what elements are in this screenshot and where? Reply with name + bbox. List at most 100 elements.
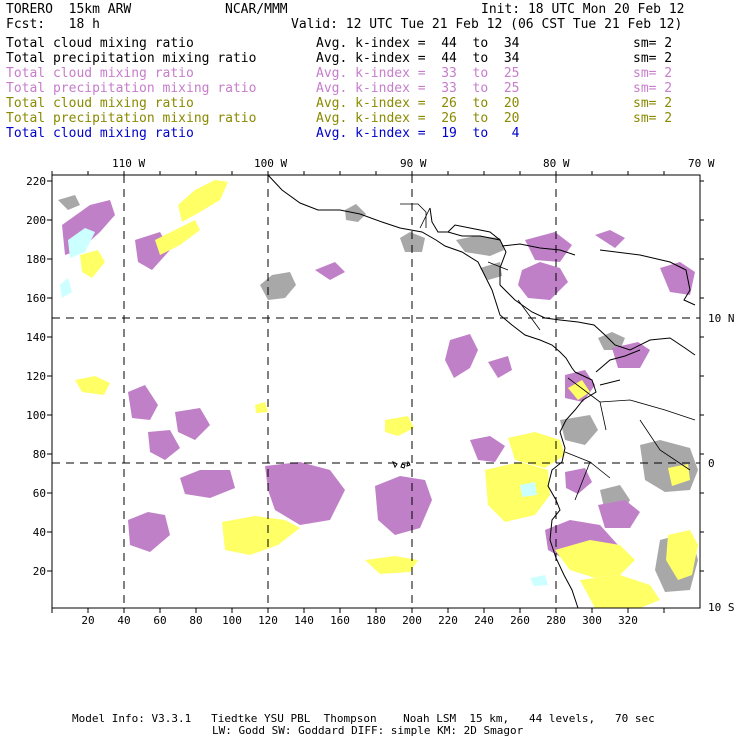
x-tick-label: 160: [330, 614, 350, 627]
x-tick-label: 60: [153, 614, 166, 627]
cloud-blob-gray: [456, 236, 504, 256]
y-tick-label: 120: [26, 370, 46, 383]
y-tick-label: 100: [26, 409, 46, 422]
cloud-blob-yellow: [365, 556, 418, 574]
cloud-blob-purple: [470, 436, 505, 462]
legend-row: Total precipitation mixing ratio Avg. k-…: [6, 81, 672, 96]
legend-kindex: Avg. k-index = 26 to 20: [316, 111, 520, 126]
legend-row: Total cloud mixing ratio Avg. k-index = …: [6, 96, 672, 111]
lon-label: 70 W: [688, 157, 715, 170]
cloud-blob-yellow: [555, 540, 635, 578]
y-tick-label: 60: [33, 487, 46, 500]
x-tick-label: 220: [438, 614, 458, 627]
cloud-blob-purple: [598, 500, 640, 528]
x-tick-label: 80: [189, 614, 202, 627]
y-tick-label: 160: [26, 292, 46, 305]
lon-label: 80 W: [543, 157, 570, 170]
cloud-blob-gray: [400, 232, 425, 252]
cloud-blob-cyan: [68, 228, 95, 258]
cloud-blob-gray: [640, 440, 698, 492]
init-time: Init: 18 UTC Mon 20 Feb 12: [481, 2, 685, 17]
cloud-blob-purple: [612, 342, 650, 368]
cloud-blob-yellow: [385, 416, 414, 436]
x-tick-label: 240: [474, 614, 494, 627]
lat-label: 10 N: [708, 312, 735, 325]
y-tick-label: 200: [26, 214, 46, 227]
cloud-blob-purple: [175, 408, 210, 440]
cloud-blob-purple: [180, 470, 235, 498]
axis-ticks: [47, 171, 704, 613]
cloud-blob-yellow: [155, 220, 200, 255]
cloud-fields: [58, 180, 698, 608]
cloud-blob-purple: [445, 334, 478, 378]
cloud-blob-gray: [480, 262, 502, 280]
cloud-blob-yellow: [255, 402, 268, 413]
org-label: NCAR/MMM: [225, 2, 288, 17]
cloud-blob-yellow: [580, 575, 660, 608]
legend-sm: sm= 2: [633, 111, 673, 126]
legend-field: Total cloud mixing ratio: [6, 126, 194, 141]
x-tick-label: 200: [402, 614, 422, 627]
cloud-blob-yellow: [666, 530, 698, 580]
cloud-blob-purple: [315, 262, 345, 280]
legend-kindex: Avg. k-index = 44 to 34: [316, 51, 520, 66]
legend-sm: sm= 2: [633, 66, 673, 81]
x-tick-label: 280: [546, 614, 566, 627]
lon-label: 110 W: [112, 157, 145, 170]
x-tick-label: 120: [258, 614, 278, 627]
lat-label: 0: [708, 457, 715, 470]
legend-row: Total cloud mixing ratio Avg. k-index = …: [6, 66, 672, 81]
cloud-blob-purple: [595, 230, 625, 248]
legend-field: Total cloud mixing ratio: [6, 36, 194, 51]
legend-row: Total precipitation mixing ratio Avg. k-…: [6, 111, 672, 126]
country-borders: [400, 203, 696, 501]
cloud-blob-yellow: [485, 462, 550, 522]
y-tick-label: 180: [26, 253, 46, 266]
cloud-blob-cyan: [60, 278, 72, 298]
x-tick-label: 320: [618, 614, 638, 627]
model-info-line2: LW: Godd SW: Goddard DIFF: simple KM: 2D…: [212, 724, 524, 737]
y-tick-label: 20: [33, 565, 46, 578]
legend-sm: sm= 2: [633, 96, 673, 111]
x-tick-label: 100: [222, 614, 242, 627]
cloud-blob-gray: [58, 195, 80, 210]
lat-labels: 10 N 0 10 S: [708, 312, 735, 614]
y-tick-label: 140: [26, 331, 46, 344]
model-info-line1: Model Info: V3.3.1 Tiedtke YSU PBL Thomp…: [72, 712, 655, 725]
coastline-gulf: [429, 207, 696, 356]
cloud-blob-purple: [265, 462, 345, 525]
lon-label: 90 W: [400, 157, 427, 170]
cloud-blob-yellow: [75, 376, 110, 395]
cloud-blob-gray: [260, 272, 296, 300]
coastline-central-america: [267, 174, 576, 373]
legend-field: Total precipitation mixing ratio: [6, 81, 257, 96]
cloud-blob-purple: [128, 385, 158, 420]
cloud-blob-yellow: [178, 180, 228, 222]
y-tick-label: 40: [33, 526, 46, 539]
x-tick-label: 20: [81, 614, 94, 627]
valid-time: Valid: 12 UTC Tue 21 Feb 12 (06 CST Tue …: [291, 17, 683, 32]
x-tick-labels: 20 40 60 80 100 120 140 160 180 200 220 …: [81, 614, 638, 627]
lat-lon-grid: [52, 175, 700, 608]
cloud-blob-purple: [375, 476, 432, 535]
cloud-blob-yellow: [568, 380, 590, 400]
legend-sm: sm= 2: [633, 81, 673, 96]
cloud-blob-cyan: [520, 482, 537, 497]
legend-kindex: Avg. k-index = 26 to 20: [316, 96, 520, 111]
legend-sm: sm= 2: [633, 51, 673, 66]
legend-field: Total cloud mixing ratio: [6, 66, 194, 81]
cloud-blob-yellow: [222, 516, 300, 555]
cloud-blob-gray: [560, 415, 598, 445]
legend-kindex: Avg. k-index = 44 to 34: [316, 36, 520, 51]
legend-field: Total precipitation mixing ratio: [6, 51, 257, 66]
model-title: TORERO 15km ARW: [6, 2, 132, 17]
cloud-blob-yellow: [80, 250, 105, 278]
y-tick-label: 220: [26, 175, 46, 188]
coastline-yucatan: [447, 224, 696, 306]
cloud-blob-purple: [148, 430, 180, 460]
x-tick-label: 300: [582, 614, 602, 627]
cloud-blob-purple: [518, 262, 568, 300]
x-tick-label: 140: [294, 614, 314, 627]
legend-field: Total precipitation mixing ratio: [6, 111, 257, 126]
